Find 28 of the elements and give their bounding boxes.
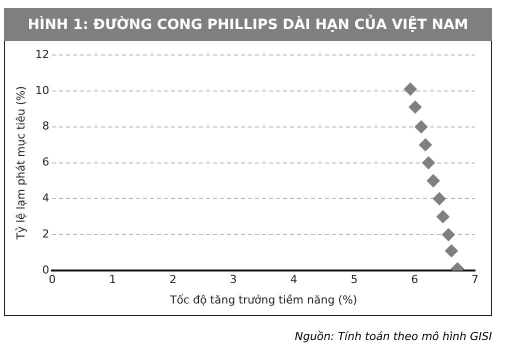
y-tick-label: 4 <box>42 192 50 205</box>
y-tick-label: 10 <box>35 84 50 97</box>
y-tick-label: 6 <box>42 156 50 169</box>
x-tick-label: 2 <box>170 273 176 286</box>
text: Nguồn: Tính toán theo mô hình GISI <box>294 330 492 343</box>
point <box>426 174 440 188</box>
x-tick-label: 5 <box>350 273 358 286</box>
point <box>404 82 417 96</box>
point <box>408 100 422 114</box>
x-tick-label: 4 <box>290 273 298 286</box>
point <box>418 138 432 152</box>
y-tick-label: 0 <box>42 263 50 276</box>
y-tick-label: 12 <box>35 48 50 61</box>
point <box>414 120 428 134</box>
x-tick-label: 6 <box>411 273 418 286</box>
point <box>432 192 446 206</box>
x-axis-title: Tốc độ tăng trưởng tiềm năng (%) <box>168 293 358 306</box>
point <box>422 156 435 170</box>
point <box>442 228 455 242</box>
point <box>436 210 450 224</box>
point <box>444 244 458 258</box>
y-tick-label: 8 <box>42 120 50 133</box>
chart-title: HÌNH 1: ĐƯỜNG CONG PHILLIPS DÀI HẠN CỦA VIỆT NAM <box>4 8 492 41</box>
y-tick-label: 2 <box>42 228 50 241</box>
x-tick-label: 3 <box>230 273 237 286</box>
x-tick-label: 7 <box>472 273 478 286</box>
x-tick-label: 1 <box>109 273 116 286</box>
y-axis-title: Tỷ lệ lạm phát mục tiêu (%) <box>14 86 28 241</box>
